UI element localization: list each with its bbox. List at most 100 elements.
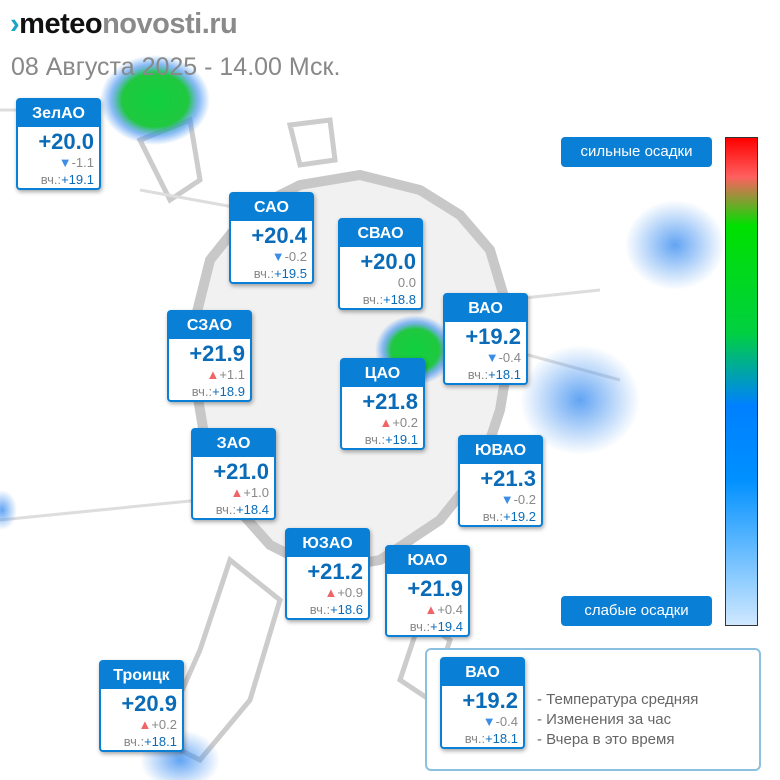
district-card[interactable]: СЗАО +21.9 ▲+1.1 вч.:+18.9 xyxy=(167,310,252,402)
district-card[interactable]: ВАО +19.2 ▼-0.4 вч.:+18.1 xyxy=(443,293,528,385)
yesterday-value: +18.1 xyxy=(144,734,177,749)
change-value: +0.4 xyxy=(437,602,463,617)
change-value: +0.9 xyxy=(337,585,363,600)
change-value: +1.0 xyxy=(243,485,269,500)
yesterday-label: вч.: xyxy=(464,731,486,746)
district-name: ВАО xyxy=(442,659,523,686)
temperature: +19.2 xyxy=(462,688,518,713)
yesterday-value: +18.4 xyxy=(236,502,269,517)
arrow-up-icon: ▲ xyxy=(324,585,338,600)
yesterday-temp: вч.:+19.5 xyxy=(231,265,312,282)
district-card[interactable]: ЮЗАО +21.2 ▲+0.9 вч.:+18.6 xyxy=(285,528,370,620)
yesterday-temp: вч.:+18.1 xyxy=(445,366,526,383)
district-card[interactable]: ЮВАО +21.3 ▼-0.2 вч.:+19.2 xyxy=(458,435,543,527)
yesterday-temp: вч.:+18.1 xyxy=(101,733,182,750)
district-card[interactable]: ЦАО +21.8 ▲+0.2 вч.:+19.1 xyxy=(340,358,425,450)
yesterday-value: +19.1 xyxy=(61,172,94,187)
legend-line: - Температура средняя xyxy=(537,691,699,708)
yesterday-label: вч.: xyxy=(482,509,504,524)
temperature: +21.8 xyxy=(362,389,418,414)
hourly-change: ▲+1.0 xyxy=(193,484,274,501)
arrow-down-icon: ▼ xyxy=(271,249,285,264)
change-value: -0.4 xyxy=(495,714,518,729)
change-value: +1.1 xyxy=(219,367,245,382)
district-name: ЗелАО xyxy=(18,100,99,127)
yesterday-label: вч.: xyxy=(40,172,62,187)
temperature: +20.4 xyxy=(251,223,307,248)
logo-part1: meteo xyxy=(19,8,103,40)
yesterday-value: +18.1 xyxy=(488,367,521,382)
arrow-up-icon: ▲ xyxy=(138,717,152,732)
arrow-down-icon: ▼ xyxy=(485,350,499,365)
yesterday-temp: вч.:+19.2 xyxy=(460,508,541,525)
change-value: -1.1 xyxy=(71,155,94,170)
yesterday-label: вч.: xyxy=(253,266,275,281)
temperature: +20.0 xyxy=(38,129,94,154)
district-name: ЮВАО xyxy=(460,437,541,464)
district-name: ЦАО xyxy=(342,360,423,387)
legend-text: - Температура средняя - Изменения за час… xyxy=(537,690,698,750)
temperature: +21.2 xyxy=(307,559,363,584)
change-value: -0.2 xyxy=(513,492,536,507)
yesterday-value: +18.8 xyxy=(383,292,416,307)
arrow-up-icon: ▲ xyxy=(206,367,220,382)
district-card[interactable]: ЗелАО +20.0 ▼-1.1 вч.:+19.1 xyxy=(16,98,101,190)
hourly-change: ▲+1.1 xyxy=(169,366,250,383)
yesterday-temp: вч.:+18.6 xyxy=(287,601,368,618)
scale-high-label: сильные осадки xyxy=(561,137,712,167)
yesterday-value: +18.1 xyxy=(485,731,518,746)
district-card[interactable]: ЮАО +21.9 ▲+0.4 вч.:+19.4 xyxy=(385,545,470,637)
district-card[interactable]: Троицк +20.9 ▲+0.2 вч.:+18.1 xyxy=(99,660,184,752)
yesterday-label: вч.: xyxy=(467,367,489,382)
precip-blob xyxy=(520,345,640,455)
yesterday-label: вч.: xyxy=(364,432,386,447)
yesterday-temp: вч.:+18.4 xyxy=(193,501,274,518)
precip-blob xyxy=(100,55,210,145)
hourly-change: ▲+0.2 xyxy=(342,414,423,431)
yesterday-label: вч.: xyxy=(215,502,237,517)
arrow-up-icon: ▲ xyxy=(424,602,438,617)
district-card[interactable]: СВАО +20.0 0.0 вч.:+18.8 xyxy=(338,218,423,310)
hourly-change: ▼-0.4 xyxy=(445,349,526,366)
district-name: СВАО xyxy=(340,220,421,247)
change-value: -0.2 xyxy=(284,249,307,264)
yesterday-value: +19.2 xyxy=(503,509,536,524)
precip-blob xyxy=(625,200,725,290)
hourly-change: 0.0 xyxy=(340,274,421,291)
yesterday-temp: вч.:+19.1 xyxy=(342,431,423,448)
precip-blob xyxy=(0,490,17,530)
hourly-change: ▲+0.9 xyxy=(287,584,368,601)
temperature: +19.2 xyxy=(465,324,521,349)
district-card[interactable]: САО +20.4 ▼-0.2 вч.:+19.5 xyxy=(229,192,314,284)
district-name: СЗАО xyxy=(169,312,250,339)
change-value: 0.0 xyxy=(397,275,416,290)
district-name: ЮЗАО xyxy=(287,530,368,557)
change-value: +0.2 xyxy=(392,415,418,430)
district-name: Троицк xyxy=(101,662,182,689)
yesterday-temp: вч.:+18.8 xyxy=(340,291,421,308)
precipitation-color-scale xyxy=(725,137,758,626)
temperature: +20.0 xyxy=(360,249,416,274)
temperature: +21.9 xyxy=(407,576,463,601)
district-name: ЮАО xyxy=(387,547,468,574)
yesterday-label: вч.: xyxy=(362,292,384,307)
yesterday-temp: вч.:+18.1 xyxy=(442,730,523,747)
change-value: -0.4 xyxy=(498,350,521,365)
temperature: +21.0 xyxy=(213,459,269,484)
district-name: ВАО xyxy=(445,295,526,322)
legend-line: - Вчера в это время xyxy=(537,731,675,748)
logo-part2: novosti.ru xyxy=(102,8,238,40)
hourly-change: ▼-1.1 xyxy=(18,154,99,171)
arrow-down-icon: ▼ xyxy=(58,155,72,170)
district-card[interactable]: ВАО +19.2 ▼-0.4 вч.:+18.1 xyxy=(440,657,525,749)
yesterday-label: вч.: xyxy=(123,734,145,749)
arrow-down-icon: ▼ xyxy=(500,492,514,507)
temperature: +21.3 xyxy=(480,466,536,491)
district-card[interactable]: ЗАО +21.0 ▲+1.0 вч.:+18.4 xyxy=(191,428,276,520)
site-logo[interactable]: ›meteonovosti.ru xyxy=(10,8,238,40)
yesterday-temp: вч.:+19.4 xyxy=(387,618,468,635)
arrow-down-icon: ▼ xyxy=(482,714,496,729)
yesterday-label: вч.: xyxy=(309,602,331,617)
temperature: +21.9 xyxy=(189,341,245,366)
forecast-date: 08 Августа 2025 - 14.00 Мск. xyxy=(11,53,341,81)
